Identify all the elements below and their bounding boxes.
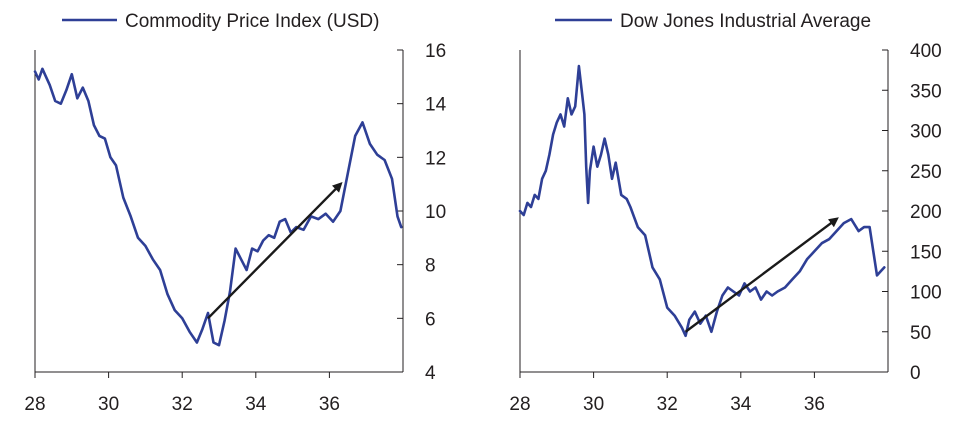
dow-jones-x-tick-label: 36 — [804, 394, 825, 415]
dow-jones-series-line — [518, 64, 886, 338]
dow-jones-x-tick-label: 32 — [657, 394, 678, 415]
commodity-y-tick-label: 12 — [425, 148, 446, 169]
dow-jones-x-tick-label: 28 — [509, 394, 530, 415]
commodity-price-panel: Commodity Price Index (USD) 28 30 32 34 36 4 6… — [24, 11, 446, 415]
dow-jones-axes: 28 30 32 34 36 0 50 100 150 200 250 300 350 400 — [509, 41, 941, 415]
dow-jones-marks — [518, 64, 886, 338]
commodity-y-tick-label: 14 — [425, 95, 447, 116]
dow-jones-y-tick-label: 100 — [910, 283, 942, 304]
commodity-y-tick-label: 4 — [425, 363, 436, 384]
commodity-x-tick-label: 28 — [24, 394, 45, 415]
commodity-y-tick-label: 10 — [425, 202, 446, 223]
commodity-axes: 28 30 32 34 36 4 6 8 10 12 14 16 — [24, 41, 446, 415]
dow-jones-x-tick-label: 34 — [730, 394, 752, 415]
commodity-series-line — [33, 67, 403, 347]
dow-jones-y-tick-label: 400 — [910, 41, 942, 62]
commodity-y-tick-label: 16 — [425, 41, 446, 62]
dow-jones-panel: Dow Jones Industrial Average 28 30 32 34 36 0… — [509, 11, 941, 415]
commodity-x-tick-label: 32 — [172, 394, 193, 415]
dow-jones-y-tick-label: 300 — [910, 122, 942, 143]
dow-jones-y-tick-label: 350 — [910, 81, 942, 102]
commodity-y-tick-label: 6 — [425, 309, 436, 330]
dow-jones-y-tick-label: 0 — [910, 363, 921, 384]
commodity-x-tick-label: 34 — [245, 394, 267, 415]
dow-jones-y-tick-label: 50 — [910, 323, 931, 344]
dow-jones-y-tick-label: 250 — [910, 162, 942, 183]
dow-jones-legend-label: Dow Jones Industrial Average — [620, 11, 871, 32]
dow-jones-x-tick-label: 30 — [583, 394, 604, 415]
commodity-trend-arrow — [207, 182, 343, 320]
commodity-marks — [33, 67, 403, 347]
commodity-x-tick-label: 36 — [319, 394, 340, 415]
commodity-x-tick-label: 30 — [98, 394, 119, 415]
commodity-legend-label: Commodity Price Index (USD) — [125, 11, 379, 32]
dow-jones-y-tick-label: 200 — [910, 202, 942, 223]
commodity-y-tick-label: 8 — [425, 256, 436, 277]
dow-jones-trend-arrow — [684, 217, 839, 333]
dow-jones-y-tick-label: 150 — [910, 242, 942, 263]
